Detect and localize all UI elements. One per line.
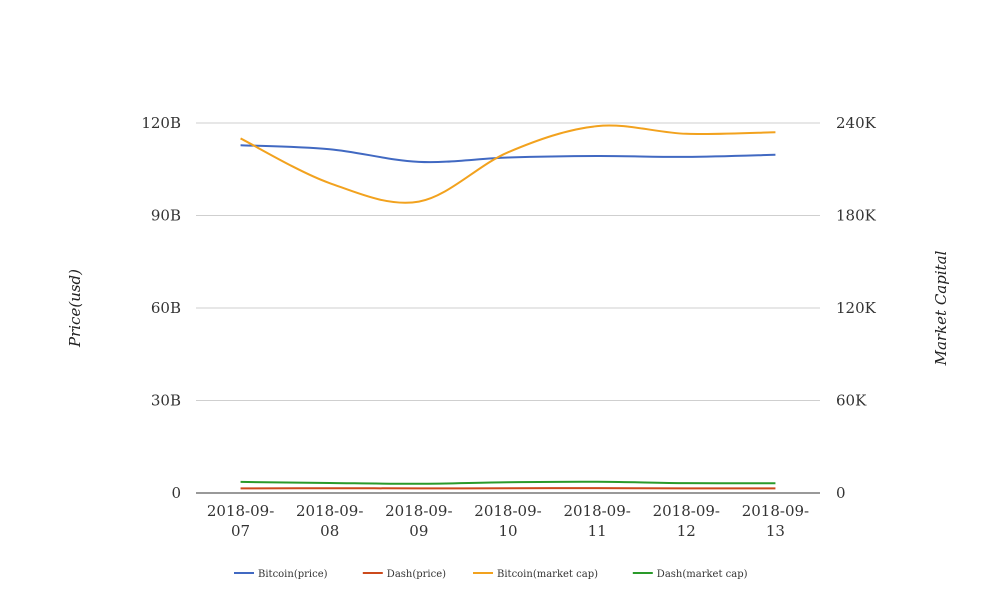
y-axis-right-title: Market Capital — [932, 250, 950, 366]
x-tick-label: 2018-09-13 — [742, 502, 809, 540]
legend-item-bitcoin-market-cap[interactable]: Bitcoin(market cap) — [473, 569, 598, 580]
legend-item-bitcoin-price[interactable]: Bitcoin(price) — [234, 569, 328, 580]
grid-layer — [196, 122, 820, 401]
y-left-tick-label: 90B — [151, 207, 181, 225]
series-layer — [240, 124, 776, 490]
x-tick-label: 2018-09-10 — [474, 502, 541, 540]
legend-label: Dash(price) — [387, 569, 446, 580]
y-left-tick-label: 60B — [151, 299, 181, 317]
x-tick-label: 2018-09-11 — [563, 502, 630, 540]
legend-label: Bitcoin(market cap) — [497, 569, 598, 580]
y-left-tick-label: 30B — [151, 392, 181, 410]
series-line-dash-market-cap — [240, 480, 776, 485]
legend-label: Dash(market cap) — [657, 569, 748, 580]
x-tick-label: 2018-09-09 — [385, 502, 452, 540]
y-right-tick-label: 240K — [836, 114, 877, 132]
y-right-tick-label: 120K — [836, 299, 877, 317]
y-right-tick-label: 60K — [836, 392, 867, 410]
x-tick-label: 2018-09-08 — [296, 502, 363, 540]
axis-layer: 0 30B 60B 90B 120B 0 60K 120K 180K 240K 2018-09-07… — [141, 114, 876, 540]
y-left-tick-label: 120B — [141, 114, 181, 132]
legend-item-dash-price[interactable]: Dash(price) — [362, 569, 446, 580]
y-right-tick-label: 180K — [836, 207, 877, 225]
legend-label: Bitcoin(price) — [258, 569, 328, 580]
legend-item-dash-market-cap[interactable]: Dash(market cap) — [632, 569, 748, 580]
y-right-tick-label: 0 — [836, 484, 846, 502]
x-tick-label: 2018-09-12 — [653, 502, 720, 540]
legend: Bitcoin(price) Dash(price) Bitcoin(market … — [234, 569, 748, 580]
y-left-tick-label: 0 — [171, 484, 181, 502]
series-line-bitcoin-price — [240, 144, 776, 164]
series-line-bitcoin-market-cap — [240, 124, 776, 204]
x-tick-label: 2018-09-07 — [207, 502, 274, 540]
y-axis-left-title: Price(usd) — [66, 269, 84, 348]
